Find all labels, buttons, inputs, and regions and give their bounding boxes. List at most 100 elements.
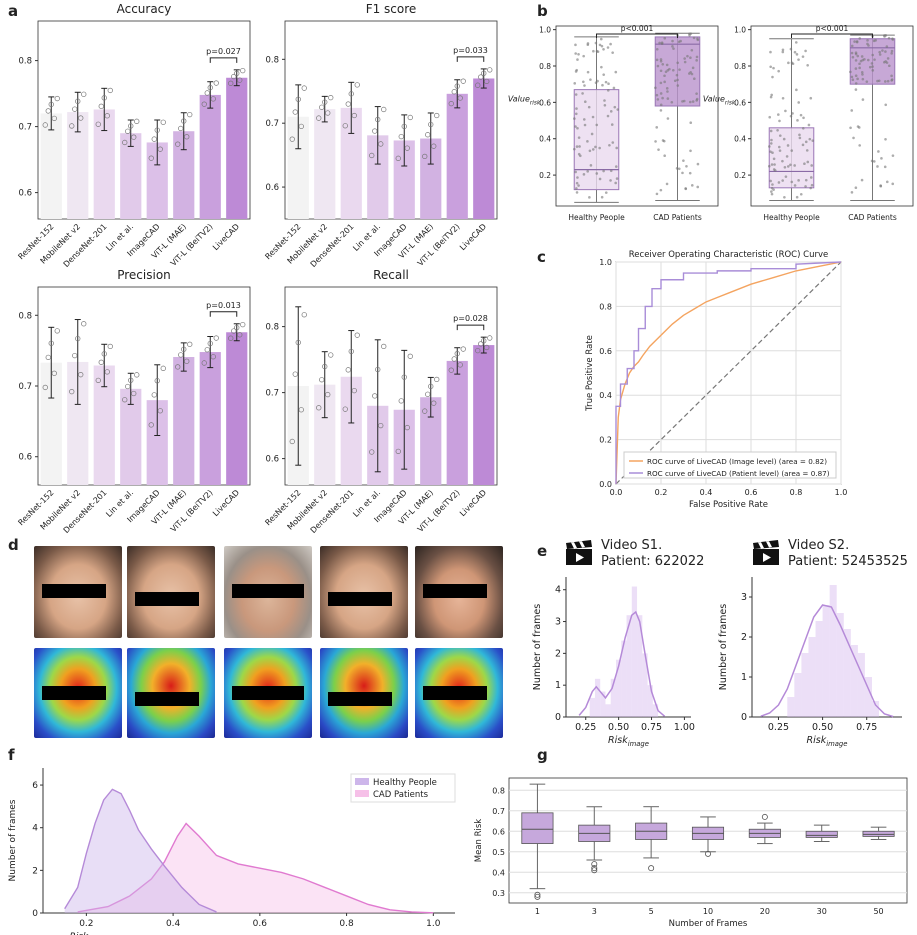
recall-point bbox=[425, 391, 431, 397]
box_b1-point bbox=[574, 93, 578, 96]
recall-point bbox=[351, 387, 357, 394]
recall-ytick-label: 0.7 bbox=[265, 389, 279, 399]
f1-bar bbox=[473, 78, 495, 219]
box_b1-point bbox=[659, 188, 663, 192]
box_b2-point bbox=[784, 109, 787, 113]
accuracy-point bbox=[131, 134, 137, 140]
roc-curve-patient bbox=[615, 261, 842, 484]
box_b1-sig-bracket bbox=[596, 33, 678, 38]
box_b2-point bbox=[796, 119, 799, 122]
box_b1-point bbox=[591, 148, 595, 151]
box_b2-point bbox=[799, 113, 803, 117]
accuracy-point bbox=[122, 139, 128, 146]
box_b2-point bbox=[890, 78, 894, 81]
recall-point bbox=[328, 352, 334, 358]
eye-mask bbox=[328, 592, 392, 606]
recall-point bbox=[354, 332, 360, 338]
f1-point bbox=[434, 112, 440, 119]
recall-point bbox=[475, 347, 481, 354]
accuracy-point bbox=[104, 113, 110, 119]
box_b1-point bbox=[665, 87, 669, 90]
f1-bar bbox=[446, 93, 468, 219]
box_b2-point bbox=[795, 88, 798, 92]
box_b2-point bbox=[877, 150, 880, 153]
precision-point bbox=[207, 340, 213, 347]
box_b2-point bbox=[885, 61, 889, 64]
accuracy-point bbox=[207, 85, 213, 91]
recall-point bbox=[292, 371, 298, 377]
box_b2-point bbox=[807, 123, 811, 127]
box_b2-point bbox=[770, 138, 773, 142]
accuracy-point bbox=[81, 91, 87, 97]
hist_s2-ylabel: Number of frames bbox=[718, 604, 729, 691]
box_b2-point bbox=[770, 93, 773, 97]
box_b1-point bbox=[598, 43, 602, 47]
box_b1-point bbox=[573, 82, 577, 85]
precision-sig-label: p=0.013 bbox=[206, 301, 241, 310]
box_b2-point bbox=[883, 80, 887, 83]
box_b1-point bbox=[690, 184, 694, 187]
box_b1-point bbox=[661, 96, 664, 100]
box_b1-point bbox=[574, 52, 577, 55]
box_b2-point bbox=[883, 165, 887, 169]
box_b1-point bbox=[614, 181, 617, 185]
box_b2-point bbox=[851, 78, 855, 82]
roc-xtick-label: 1.0 bbox=[835, 488, 848, 497]
precision-point bbox=[101, 351, 107, 357]
f1-point bbox=[369, 152, 375, 159]
box_b2-point bbox=[878, 50, 881, 54]
box_b2-point bbox=[783, 165, 787, 169]
roc-ylabel: True Positive Rate bbox=[585, 335, 595, 412]
box_b2-point bbox=[870, 62, 874, 65]
panel-label-b: b bbox=[537, 2, 548, 20]
box_b1-point bbox=[604, 80, 608, 84]
box_b1-point bbox=[665, 63, 669, 67]
box-g-xtick-label: 20 bbox=[760, 907, 770, 916]
box_b1-point bbox=[689, 56, 692, 59]
box_b1-point bbox=[663, 80, 666, 84]
accuracy-point bbox=[213, 80, 219, 86]
box_b2-point bbox=[876, 79, 879, 83]
box_b2-point bbox=[777, 69, 780, 73]
box-g-outlier bbox=[705, 850, 712, 857]
hist_s2-bin bbox=[850, 645, 858, 717]
box_b2-point bbox=[886, 79, 890, 83]
precision-sig-bracket bbox=[209, 311, 238, 317]
video-s2-patient: Patient: 52453525 bbox=[788, 554, 908, 569]
f1-point bbox=[372, 128, 378, 134]
box_b1-point bbox=[586, 42, 590, 45]
hist-f-ytick-label: 6 bbox=[32, 781, 38, 791]
box_b1-point bbox=[594, 41, 598, 45]
box_b2-ytick-label: 1.0 bbox=[734, 26, 746, 35]
box-g-box bbox=[862, 830, 895, 837]
recall-point bbox=[295, 339, 301, 346]
box_b2-point bbox=[805, 149, 809, 152]
precision-bar bbox=[67, 361, 89, 485]
box_b2-point bbox=[849, 126, 852, 130]
box-g-outlier bbox=[591, 861, 598, 868]
box_b2-point bbox=[793, 164, 796, 167]
box_b2-point bbox=[870, 159, 874, 163]
box_b2-point bbox=[804, 178, 808, 182]
box_b1-point bbox=[574, 43, 577, 47]
recall-point bbox=[325, 391, 331, 398]
box_b1-point bbox=[575, 191, 579, 194]
box_b2-point bbox=[770, 186, 774, 190]
hist_s1-bin bbox=[600, 691, 606, 717]
hist_s2-xlabel: Riskimage bbox=[807, 735, 848, 748]
box_b1-point bbox=[660, 41, 664, 44]
roc-title: Receiver Operating Characteristic (ROC) … bbox=[629, 250, 828, 260]
recall-point bbox=[407, 353, 413, 359]
roc-ytick-label: 0.6 bbox=[599, 347, 612, 356]
recall-point bbox=[289, 438, 295, 445]
accuracy-point bbox=[187, 111, 193, 118]
box_b1-point bbox=[591, 115, 595, 119]
box_b2-point bbox=[854, 67, 858, 70]
box_b1-point bbox=[615, 146, 618, 150]
hist_s2-xtick-label: 0.25 bbox=[768, 722, 789, 733]
panel-label-c: c bbox=[537, 248, 546, 266]
precision-point bbox=[154, 378, 160, 384]
box_b2-point bbox=[785, 155, 789, 158]
box_b1-point bbox=[692, 36, 696, 40]
box_b1-point bbox=[663, 74, 666, 78]
